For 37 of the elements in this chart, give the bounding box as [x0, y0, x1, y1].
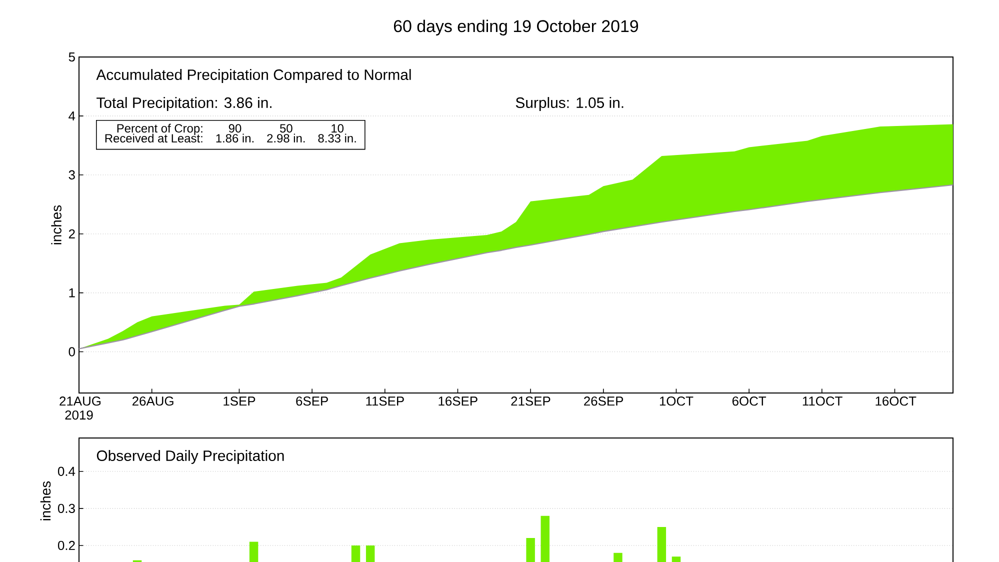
annotation: 1.86 in.: [216, 134, 254, 143]
y-tick-label: 0.2: [58, 540, 75, 550]
annotation: Accumulated Precipitation Compared to Normal: [96, 69, 411, 83]
annotation: 10: [332, 124, 344, 133]
x-tick-label: 26AUG: [132, 396, 174, 406]
x-tick-label: 16OCT: [876, 396, 916, 406]
x-tick-label: 11SEP: [366, 396, 404, 406]
annotation: 90: [228, 124, 242, 133]
x-tick-label: 11OCT: [802, 396, 842, 406]
annotation: 8.33 in.: [318, 134, 356, 143]
annotation: Observed Daily Precipitation: [96, 450, 284, 464]
annotation: Surplus: 1.05 in.: [516, 97, 624, 111]
x-tick-label: 21SEP: [511, 396, 550, 406]
x-tick-label: 6SEP: [296, 396, 328, 406]
y-tick-label: 2: [68, 229, 75, 238]
y-tick-label: 0.4: [58, 466, 76, 476]
annotation: 2.98 in.: [267, 134, 305, 143]
y-tick-label: 1: [69, 288, 75, 298]
line-series: [79, 184, 954, 350]
x-tick-label: 21AUG 2019: [60, 396, 100, 420]
annotation: Total Precipitation: 3.86 in.: [96, 97, 272, 111]
annotation: Received at Least:: [105, 134, 202, 143]
annotation: Percent of Crop:: [117, 124, 202, 135]
x-tick-label: 1SEP: [224, 396, 256, 406]
x-tick-label: 1OCT: [660, 396, 694, 406]
x-tick-label: 16SEP: [438, 396, 478, 406]
y-tick-label: 0: [68, 347, 75, 356]
y-tick-label: 3: [68, 170, 75, 180]
x-tick-label: 6OCT: [732, 396, 766, 406]
chart-title: 60 days ending 19 October 2019: [394, 20, 638, 36]
x-tick-label: 26SEP: [584, 396, 624, 406]
y-tick-label: 4: [68, 111, 76, 120]
y-axis-title: inches: [51, 205, 62, 244]
y-axis-title: inches: [40, 481, 51, 520]
annotation: 50: [280, 124, 292, 133]
y-tick-label: 5: [68, 52, 75, 62]
y-tick-label: 0.3: [58, 504, 75, 513]
